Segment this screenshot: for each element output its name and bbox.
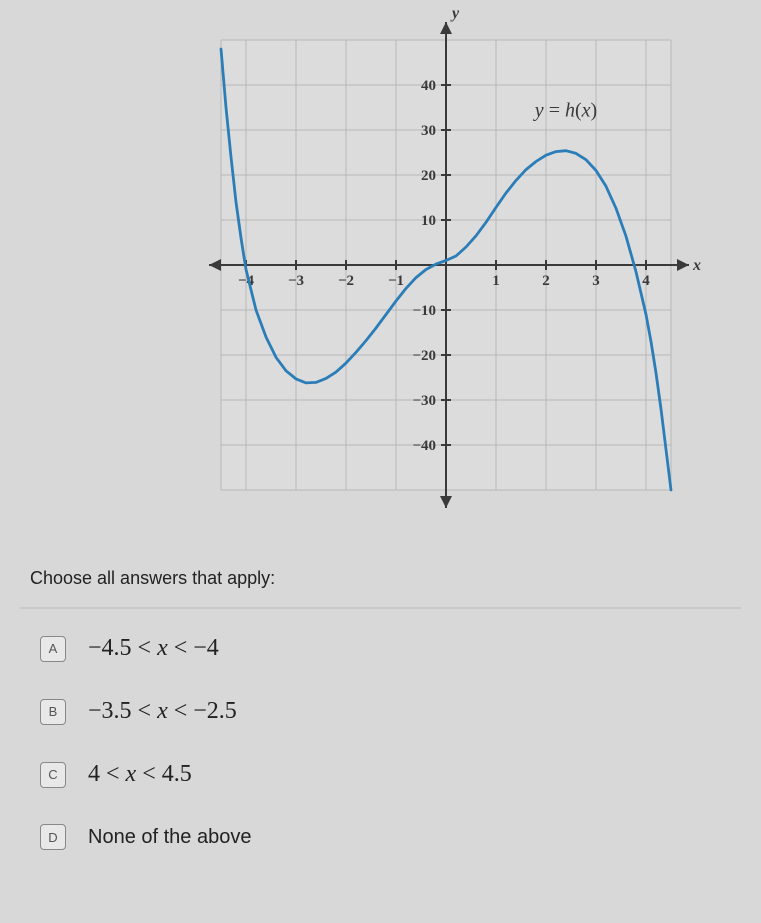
function-chart: −4−3−2−11234−40−30−20−1010203040yxy = h(… xyxy=(151,0,711,540)
option-letter: A xyxy=(40,636,66,662)
y-tick-label: 10 xyxy=(421,213,436,229)
option-label: −4.5 < x < −4 xyxy=(88,635,219,662)
y-tick-label: 40 xyxy=(421,78,436,94)
y-arrow-down xyxy=(440,496,452,508)
divider xyxy=(20,607,741,609)
option-c[interactable]: C 4 < x < 4.5 xyxy=(40,761,741,788)
option-d[interactable]: D None of the above xyxy=(40,824,741,850)
x-tick-label: 2 xyxy=(542,273,550,289)
option-label: 4 < x < 4.5 xyxy=(88,761,192,788)
x-arrow-left xyxy=(209,259,221,271)
chart-container: −4−3−2−11234−40−30−20−1010203040yxy = h(… xyxy=(20,0,741,540)
x-tick-label: 1 xyxy=(492,273,500,289)
y-axis-label: y xyxy=(450,5,460,22)
x-tick-label: −2 xyxy=(337,273,353,289)
option-label: None of the above xyxy=(88,826,251,849)
y-tick-label: −30 xyxy=(412,393,436,409)
x-arrow xyxy=(677,259,689,271)
y-tick-label: 30 xyxy=(421,123,436,139)
y-arrow xyxy=(440,22,452,34)
x-tick-label: −3 xyxy=(287,273,303,289)
equation-label: y = h(x) xyxy=(532,100,596,122)
option-a[interactable]: A −4.5 < x < −4 xyxy=(40,635,741,662)
answer-options: A −4.5 < x < −4 B −3.5 < x < −2.5 C 4 < x < 4… xyxy=(20,635,741,850)
x-tick-label: 3 xyxy=(592,273,600,289)
x-tick-label: −1 xyxy=(387,273,403,289)
question-prompt: Choose all answers that apply: xyxy=(20,568,741,589)
y-tick-label: −20 xyxy=(412,348,436,364)
option-b[interactable]: B −3.5 < x < −2.5 xyxy=(40,698,741,725)
y-tick-label: −40 xyxy=(412,438,436,454)
option-letter: D xyxy=(40,824,66,850)
option-letter: C xyxy=(40,762,66,788)
x-tick-label: 4 xyxy=(642,273,650,289)
option-label: −3.5 < x < −2.5 xyxy=(88,698,237,725)
y-tick-label: 20 xyxy=(421,168,436,184)
y-tick-label: −10 xyxy=(412,303,436,319)
x-axis-label: x xyxy=(692,257,701,274)
option-letter: B xyxy=(40,699,66,725)
